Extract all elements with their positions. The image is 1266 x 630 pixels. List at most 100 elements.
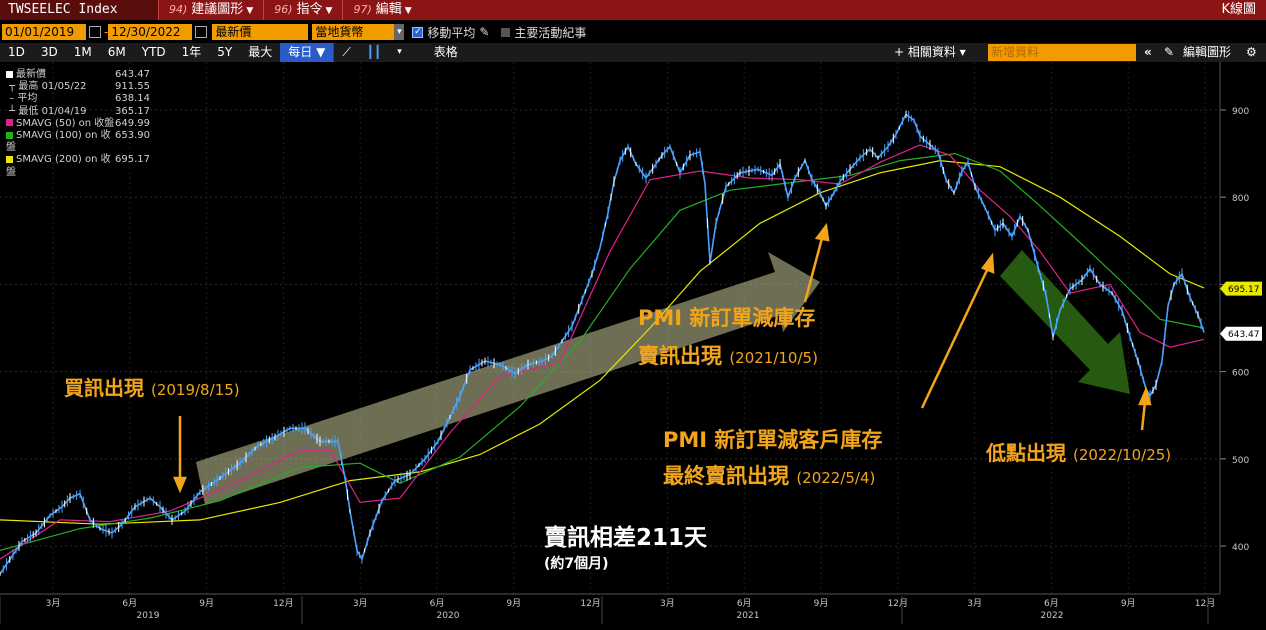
legend-row-last: 最新價 643.47 (6, 69, 150, 81)
ticker-field[interactable]: TWSEELEC Index (0, 0, 158, 20)
range-1d[interactable]: 1D (8, 45, 25, 59)
chart-series (0, 110, 1205, 576)
collapse-icon[interactable]: « (1144, 45, 1152, 59)
moving-average-label: 移動平均 (427, 25, 476, 40)
y-tick-label: 400 (1232, 543, 1249, 553)
y-tick-label: 900 (1232, 107, 1249, 117)
legend-row-sma200: SMAVG (200) on 收盤 695.17 (6, 154, 150, 178)
x-month-label: 12月 (888, 598, 908, 609)
calendar-icon[interactable] (89, 26, 101, 38)
square-icon (6, 131, 13, 139)
calendar-icon[interactable] (195, 26, 208, 38)
period-select[interactable]: 每日 ▼ (280, 43, 334, 62)
chart-type-title: K線圖 (1221, 2, 1256, 17)
range-ytd[interactable]: YTD (141, 45, 166, 59)
chevron-down-icon[interactable]: ▾ (394, 24, 405, 40)
x-year-label: 2022 (1041, 611, 1064, 621)
x-month-label: 9月 (199, 598, 214, 609)
moving-average-checkbox[interactable]: ✓ (412, 26, 424, 38)
menu-edit[interactable]: 97) 編輯 ▼ (342, 0, 421, 20)
x-year-label: 2021 (737, 611, 760, 621)
square-icon (6, 119, 13, 127)
price-field-select[interactable]: 最新價 (212, 24, 309, 40)
gear-icon[interactable]: ⚙ (1246, 45, 1257, 59)
x-month-label: 6月 (122, 598, 137, 609)
line-chart-icon[interactable]: ⟋ (333, 43, 358, 62)
range-1m[interactable]: 1M (73, 45, 92, 59)
pencil-icon[interactable]: ✎ (479, 25, 490, 39)
related-data-button[interactable]: + 相關資料 ▾ (894, 45, 966, 59)
y-tick-label: 600 (1232, 369, 1249, 379)
x-month-label: 12月 (1195, 598, 1215, 609)
x-year-label: 2019 (137, 611, 160, 621)
square-icon (6, 70, 13, 78)
pencil-icon[interactable]: ✎ (1164, 45, 1175, 59)
square-icon (6, 155, 13, 163)
pmi-final-sell-line1: PMI 新訂單減客戶庫存 (663, 428, 883, 452)
pmi-sell-signal-line2: 賣訊出現 (2021/10/5) (638, 344, 818, 368)
new-data-input[interactable]: 新增資料 (988, 44, 1136, 61)
range-3d[interactable]: 3D (40, 45, 58, 59)
x-month-label: 9月 (506, 598, 521, 609)
last-price-badge (1220, 326, 1262, 341)
low-point-annotation: 低點出現 (2022/10/25) (986, 441, 1172, 465)
legend-row-sma100: SMAVG (100) on 收盤 653.90 (6, 130, 150, 154)
candle-icon[interactable]: ┃┃ (366, 45, 382, 59)
range-max[interactable]: 最大 (248, 45, 273, 59)
x-month-label: 3月 (660, 598, 675, 609)
menu-suggested-charts[interactable]: 94) 建議圖形 ▼ (158, 0, 263, 20)
last-price-badge-text: 643.47 (1228, 330, 1260, 340)
end-date-input[interactable]: 12/30/2022 (108, 24, 193, 40)
annotation-arrows (173, 222, 1152, 494)
legend-row-avg: – 平均 638.14 (6, 93, 150, 105)
chevron-down-icon: ▼ (246, 6, 254, 16)
x-month-label: 12月 (580, 598, 600, 609)
date-options-bar: 01/01/2019 - 12/30/2022 最新價 當地貨幣 ▾ ✓ 移動平… (0, 22, 1266, 42)
title-bar: TWSEELEC Index 94) 建議圖形 ▼ 96) 指令 ▼ 97) 編輯 ▼ K線… (0, 0, 1266, 20)
chevron-down-icon: ▼ (325, 6, 333, 16)
legend-row-high: ┬ 最高 01/05/22 911.55 (6, 81, 150, 93)
pmi-sell-signal-line1: PMI 新訂單減庫存 (638, 306, 816, 330)
x-month-label: 12月 (273, 598, 293, 609)
range-1y[interactable]: 1年 (181, 45, 202, 59)
signal-gap-subnote: (約7個月) (544, 556, 609, 572)
buy-signal-annotation: 買訊出現 (2019/8/15) (64, 376, 240, 400)
currency-select[interactable]: 當地貨幣 (312, 24, 395, 40)
y-tick-label: 500 (1232, 456, 1249, 466)
x-axis: 3月 6月 9月 12月 3月 6月 9月 12月 3月 6月 9月 12月 3月 6月 9月 12月 2019… (0, 593, 1220, 624)
x-month-label: 9月 (814, 598, 829, 609)
events-label: 主要活動紀事 (514, 25, 587, 40)
events-checkbox[interactable] (501, 27, 511, 37)
pmi-final-sell-line2: 最終賣訊出現 (2022/5/4) (663, 464, 876, 488)
legend-row-low: ┴ 最低 01/04/19 365.17 (6, 105, 150, 117)
x-month-label: 3月 (353, 598, 368, 609)
date-separator: - (104, 25, 109, 39)
start-date-input[interactable]: 01/01/2019 (2, 24, 86, 40)
chevron-down-icon: ▼ (404, 6, 412, 16)
chevron-down-icon[interactable]: ▾ (397, 47, 402, 57)
edit-chart-button[interactable]: 編輯圖形 (1183, 45, 1232, 59)
x-year-label: 2020 (437, 611, 460, 621)
signal-gap-annotation: 賣訊相差211天 (544, 525, 708, 551)
x-month-label: 9月 (1121, 598, 1136, 609)
x-month-label: 6月 (1044, 598, 1059, 609)
legend-row-sma50: SMAVG (50) on 收盤 649.99 (6, 118, 150, 130)
range-bar: 1D 3D 1M 6M YTD 1年 5Y 最大 每日 ▼ ⟋ ┃┃ ▾ 表格 (0, 43, 1266, 62)
downtrend-arrow (1000, 250, 1130, 394)
sma50-line (0, 144, 1205, 560)
menu-commands[interactable]: 96) 指令 ▼ (263, 0, 342, 20)
x-month-label: 6月 (737, 598, 752, 609)
range-6m[interactable]: 6M (107, 45, 126, 59)
table-button[interactable]: 表格 (433, 45, 458, 59)
x-month-label: 6月 (430, 598, 445, 609)
range-5y[interactable]: 5Y (217, 45, 233, 59)
x-month-label: 3月 (46, 598, 61, 609)
sma100-line (0, 152, 1205, 551)
sma200-badge-text: 695.17 (1228, 285, 1260, 295)
sma200-line (0, 159, 1205, 525)
legend: 最新價 643.47 ┬ 最高 01/05/22 911.55 – 平均 638.14… (6, 69, 150, 179)
uptrend-arrow (196, 252, 820, 505)
x-month-label: 3月 (967, 598, 982, 609)
